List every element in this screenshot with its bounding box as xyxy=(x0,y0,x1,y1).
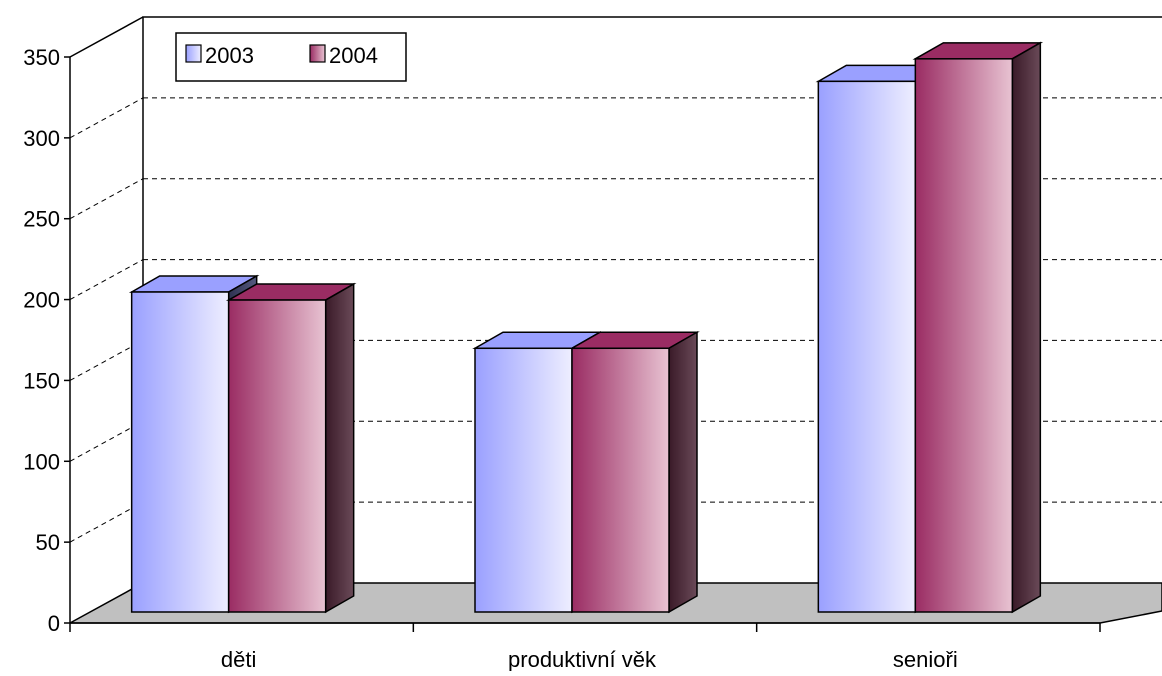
bar-side xyxy=(1011,41,1042,614)
y-tick-label-350: 350 xyxy=(23,45,60,70)
legend-box xyxy=(175,32,407,82)
bar-2004-produktivní věk xyxy=(569,330,700,614)
bar-2004-děti xyxy=(225,282,357,614)
bars xyxy=(128,41,1044,614)
x-category-label: produktivní věk xyxy=(508,647,657,671)
bar-2004-senioři xyxy=(912,41,1044,614)
bar-side xyxy=(668,330,698,614)
gridline-left-250 xyxy=(69,178,144,220)
bar-front xyxy=(227,299,327,613)
y-tick-label-100: 100 xyxy=(23,449,60,474)
gridline-left-200 xyxy=(69,259,144,301)
gridline-left-300 xyxy=(69,97,144,139)
y-tick-label-300: 300 xyxy=(23,126,60,151)
bar-front xyxy=(571,347,670,613)
legend-swatch-2003 xyxy=(185,44,202,63)
bar-side xyxy=(324,282,355,614)
y-tick-label-0: 0 xyxy=(48,611,60,636)
y-tick-label-250: 250 xyxy=(23,207,60,232)
y-tick-label-50: 50 xyxy=(36,530,60,555)
gridline-left-50 xyxy=(69,501,144,543)
gridline-left-100 xyxy=(69,420,144,462)
bar-front xyxy=(474,347,573,613)
legend-label-2003: 2003 xyxy=(205,43,254,68)
legend-swatch-2004 xyxy=(309,44,326,63)
legend: 2003 2004 xyxy=(175,32,407,82)
left-wall-edge xyxy=(69,16,144,58)
bar-front xyxy=(817,80,917,613)
x-category-label: děti xyxy=(221,647,256,671)
y-tick-label-200: 200 xyxy=(23,288,60,313)
x-category-label: senioři xyxy=(893,647,958,671)
y-tick-label-150: 150 xyxy=(23,368,60,393)
bar-front xyxy=(914,58,1014,613)
bar-front xyxy=(130,291,230,613)
gridline-left-150 xyxy=(69,339,144,381)
legend-label-2004: 2004 xyxy=(329,43,378,68)
axes: 0 50 100 150 200 250 300 350 děti produktivní věk… xyxy=(23,45,1101,672)
